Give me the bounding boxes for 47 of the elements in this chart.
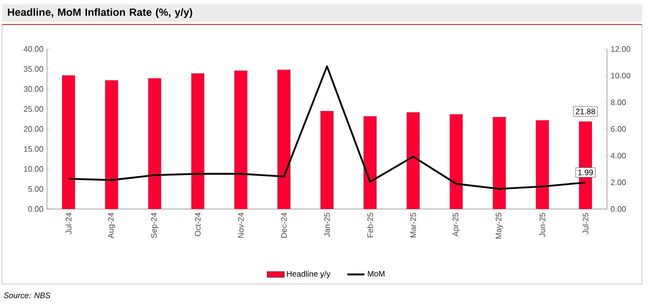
y-tick-label: 20.00 [24, 126, 44, 132]
y-tick-label: 15.00 [24, 146, 44, 152]
y2-tick-label: 0.00 [610, 206, 626, 212]
bar [277, 70, 290, 209]
y-tick-label: 5.00 [28, 186, 44, 192]
bar [105, 80, 118, 209]
x-tick-label: Mar-25 [410, 212, 416, 238]
x-tick-label: Feb-25 [367, 212, 374, 238]
y-tick-label: 0.00 [28, 206, 44, 212]
bar [320, 111, 334, 209]
bar [62, 75, 76, 209]
y-tick-label: 25.00 [24, 106, 44, 112]
x-tick-label: Jul-25 [582, 212, 588, 234]
y2-tick-label: 8.00 [610, 100, 626, 106]
x-tick-label: Jun-25 [540, 212, 546, 237]
y2-tick-label: 6.00 [610, 126, 626, 132]
bar [148, 78, 162, 209]
chart-title: Headline, MoM Inflation Rate (%, y/y) [8, 8, 192, 18]
x-tick-label: May-25 [496, 212, 503, 239]
bar [536, 120, 549, 209]
x-tick-label: Nov-24 [238, 212, 244, 238]
x-tick-label: Aug-24 [108, 212, 116, 238]
x-tick-label: Jul-24 [66, 212, 72, 234]
y-tick-label: 40.00 [24, 46, 44, 52]
y-tick-label: 10.00 [24, 166, 44, 172]
y-tick-label: 30.00 [24, 86, 44, 92]
x-tick-label: Sep-24 [151, 212, 158, 238]
x-tick-label: Jan-25 [324, 212, 330, 237]
bar [492, 117, 506, 209]
x-tick-label: Dec-24 [281, 212, 287, 238]
legend-label: MoM [368, 270, 384, 277]
y-tick-label: 35.00 [24, 66, 44, 72]
bar [406, 112, 420, 209]
source-note: Source: NBS [4, 292, 50, 298]
x-tick-label: Apr-25 [452, 212, 460, 237]
y2-tick-label: 4.00 [610, 152, 626, 158]
data-label: 1.99 [578, 170, 593, 176]
y2-tick-label: 12.00 [611, 46, 630, 52]
bar [450, 114, 463, 209]
legend-label: Headline y/y [287, 270, 330, 278]
data-label: 21.88 [576, 108, 596, 114]
y2-tick-label: 2.00 [610, 180, 626, 186]
bar [364, 116, 377, 209]
bar [191, 73, 204, 209]
bar [234, 70, 248, 209]
y2-tick-label: 10.00 [611, 72, 630, 78]
x-tick-label: Oct-24 [194, 212, 201, 236]
